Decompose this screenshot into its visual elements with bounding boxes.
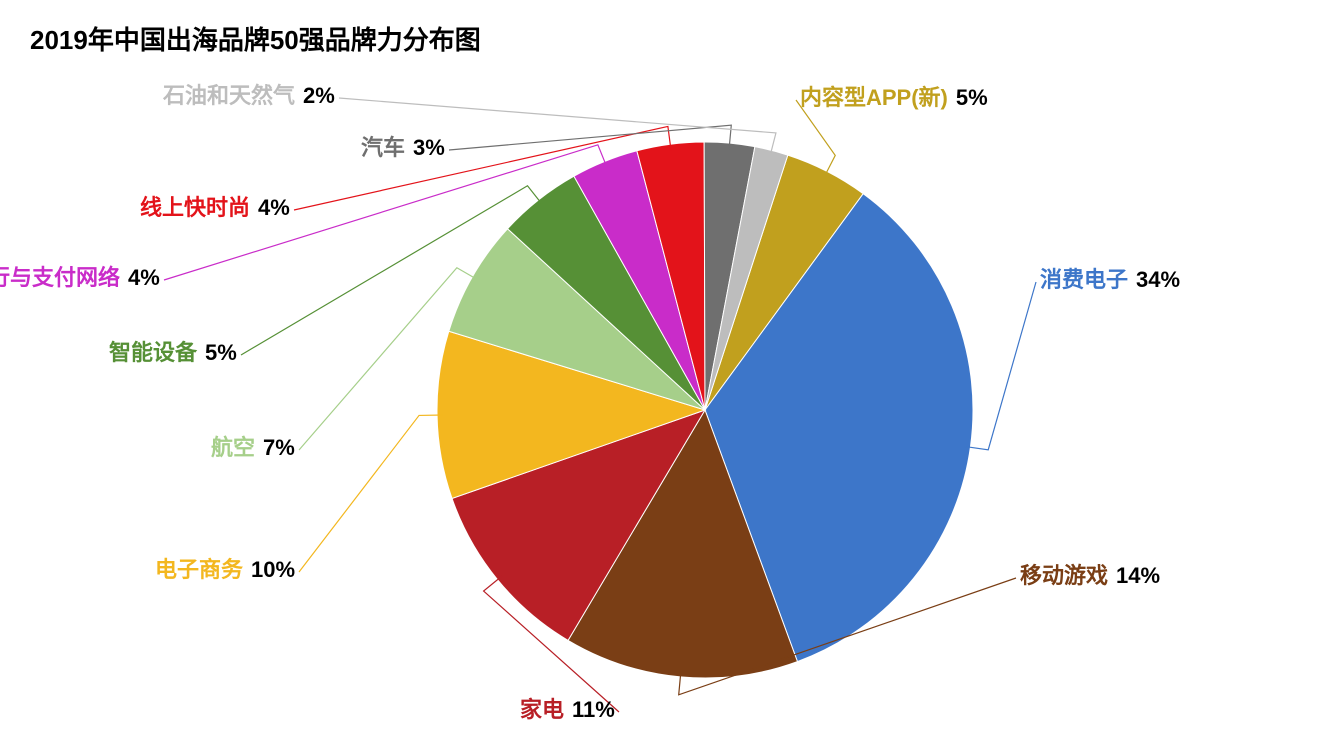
slice-percent: 5%	[956, 85, 988, 110]
slice-label: 线上快时尚 4%	[140, 197, 290, 219]
slice-category: 航空	[211, 435, 255, 460]
slice-percent: 3%	[413, 135, 445, 160]
slice-label: 航空 7%	[211, 437, 295, 459]
slice-label: 移动游戏 14%	[1020, 565, 1160, 587]
slice-percent: 11%	[572, 697, 615, 722]
pie-chart: 内容型APP(新) 5% 消费电子 34% 移动游戏 14% 家电 11% 电子商务 10% 航空 7…	[0, 0, 1334, 750]
slice-percent: 4%	[128, 265, 160, 290]
slice-category: 电子商务	[155, 557, 243, 582]
slice-category: 银行与支付网络	[0, 265, 120, 290]
slice-category: 移动游戏	[1020, 563, 1108, 588]
slice-percent: 5%	[205, 340, 237, 365]
slice-label: 汽车 3%	[361, 137, 445, 159]
slice-label: 银行与支付网络 4%	[0, 267, 160, 289]
slice-label: 家电 11%	[520, 699, 615, 721]
slice-label: 石油和天然气 2%	[163, 85, 335, 107]
slice-percent: 2%	[303, 83, 335, 108]
leader-line	[964, 282, 1036, 450]
slice-category: 智能设备	[109, 340, 197, 365]
slice-category: 石油和天然气	[163, 83, 295, 108]
slice-percent: 14%	[1116, 563, 1160, 588]
slice-label: 消费电子 34%	[1040, 269, 1180, 291]
slice-label: 内容型APP(新) 5%	[800, 87, 988, 109]
slice-percent: 10%	[251, 557, 295, 582]
slice-category: 消费电子	[1040, 267, 1128, 292]
slice-percent: 4%	[258, 195, 290, 220]
pie-svg	[0, 0, 1334, 750]
slice-category: 家电	[520, 697, 564, 722]
slice-label: 智能设备 5%	[109, 342, 237, 364]
slice-percent: 7%	[263, 435, 295, 460]
slice-percent: 34%	[1136, 267, 1180, 292]
slice-category: 线上快时尚	[140, 195, 250, 220]
slice-label: 电子商务 10%	[155, 559, 295, 581]
leader-line	[299, 415, 443, 572]
slice-category: 内容型APP(新)	[800, 85, 948, 110]
slice-category: 汽车	[361, 135, 405, 160]
